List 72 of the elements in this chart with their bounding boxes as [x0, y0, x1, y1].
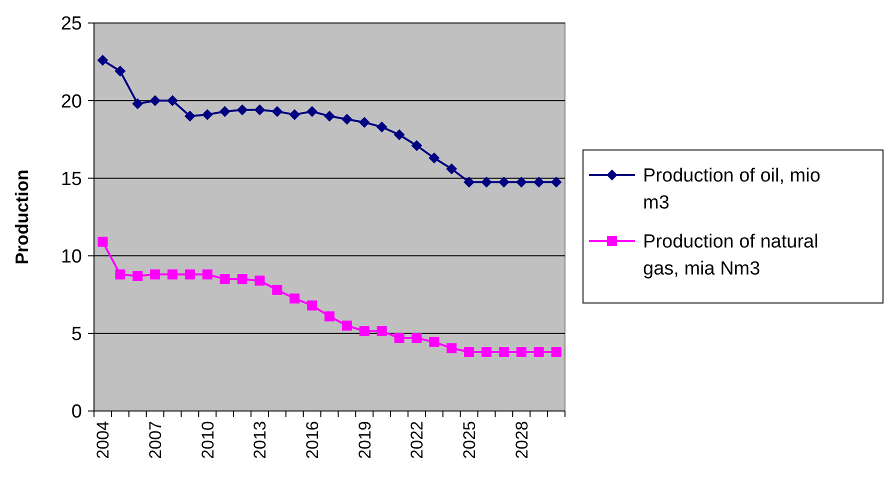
y-tick-label: 5: [71, 324, 82, 346]
x-tick-label: 2019: [355, 421, 374, 459]
x-tick-label: 2016: [303, 421, 322, 459]
point: [482, 347, 492, 358]
x-tick-label: 2013: [250, 421, 270, 459]
point: [324, 311, 334, 322]
x-tick-label: 2022: [408, 421, 427, 459]
point: [341, 114, 352, 125]
point: [394, 333, 404, 344]
point: [98, 236, 108, 247]
x-tick-label: 2010: [198, 421, 218, 459]
point: [358, 116, 370, 128]
point: [481, 176, 492, 188]
point: [114, 66, 126, 77]
point: [184, 110, 196, 122]
y-axis-title: Production: [12, 170, 32, 264]
point: [272, 106, 283, 117]
point: [290, 293, 300, 304]
y-tick-label: 0: [71, 402, 82, 423]
point: [132, 270, 143, 281]
point: [516, 176, 527, 188]
point: [534, 347, 544, 358]
point: [342, 320, 352, 331]
x-tick-label: 2007: [146, 421, 166, 459]
y-tick-label: 25: [60, 14, 82, 35]
legend-label: Production of natural gas, mia Nm3: [643, 232, 818, 280]
point: [446, 343, 457, 354]
point: [236, 104, 248, 116]
y-tick-label: 15: [60, 168, 82, 190]
point: [428, 152, 440, 164]
point: [516, 347, 526, 358]
point: [446, 163, 458, 174]
point: [464, 347, 474, 358]
point: [132, 98, 144, 110]
y-tick-label: 10: [60, 246, 82, 268]
point: [150, 269, 160, 280]
y-tick-label: 20: [60, 91, 82, 112]
point: [376, 326, 387, 336]
point: [97, 54, 108, 66]
point: [307, 300, 318, 310]
x-tick-label: 2004: [94, 421, 113, 459]
point: [150, 95, 161, 106]
point: [306, 106, 318, 117]
point: [359, 326, 370, 336]
point: [412, 333, 422, 344]
point: [115, 269, 126, 280]
point: [254, 104, 266, 116]
point: [184, 269, 195, 280]
point: [272, 284, 282, 295]
point: [550, 176, 562, 188]
point: [551, 347, 562, 358]
point: [202, 269, 212, 280]
point: [167, 95, 178, 106]
legend-label: Production of oil, mio m3: [643, 166, 820, 214]
point: [429, 336, 440, 347]
point: [464, 176, 475, 188]
point: [202, 109, 213, 120]
point: [237, 274, 248, 284]
point: [168, 269, 178, 280]
point: [324, 110, 335, 122]
point: [498, 176, 510, 188]
x-tick-label: 2025: [460, 421, 480, 459]
point: [376, 121, 388, 132]
point: [411, 140, 422, 152]
point: [289, 109, 300, 120]
point: [219, 106, 230, 117]
point: [220, 274, 230, 284]
x-tick-label: 2028: [512, 421, 532, 459]
point: [394, 129, 405, 140]
point: [533, 176, 544, 188]
point: [254, 276, 265, 286]
point: [498, 347, 509, 358]
